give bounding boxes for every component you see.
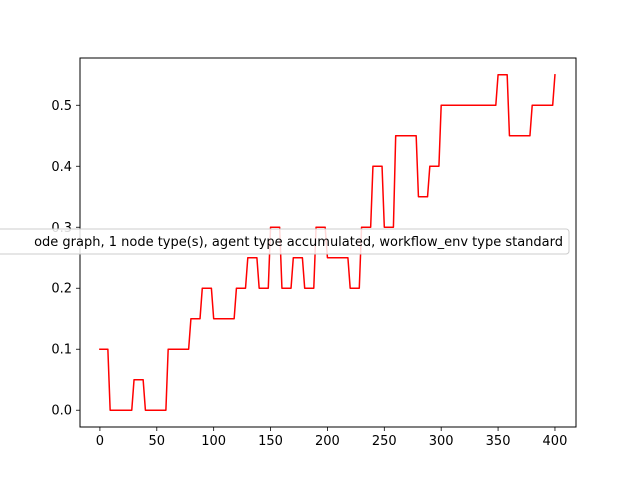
x-tick-label: 350 — [486, 434, 511, 449]
x-tick-label: 0 — [96, 434, 104, 449]
x-tick-label: 50 — [149, 434, 166, 449]
legend-box — [0, 228, 570, 255]
y-tick-label: 0.0 — [51, 404, 72, 419]
legend-label: ode graph, 1 node type(s), agent type ac… — [34, 235, 563, 250]
x-tick-label: 100 — [201, 434, 226, 449]
x-tick-label: 300 — [429, 434, 454, 449]
x-axis: 0 50 100 150 200 250 300 350 400 — [96, 427, 568, 449]
y-tick-label: 0.5 — [51, 99, 72, 114]
y-tick-label: 0.2 — [51, 282, 72, 297]
x-tick-label: 250 — [372, 434, 397, 449]
y-axis: 0.00.10.20.30.40.5 — [51, 99, 80, 419]
series-layer — [99, 73, 556, 411]
series-line-0 — [99, 73, 556, 411]
y-tick-label: 0.1 — [51, 343, 72, 358]
x-tick-label: 400 — [543, 434, 568, 449]
x-tick-label: 200 — [315, 434, 340, 449]
y-tick-label: 0.4 — [51, 160, 72, 175]
x-tick-label: 150 — [258, 434, 283, 449]
legend: ode graph, 1 node type(s), agent type ac… — [0, 228, 570, 255]
